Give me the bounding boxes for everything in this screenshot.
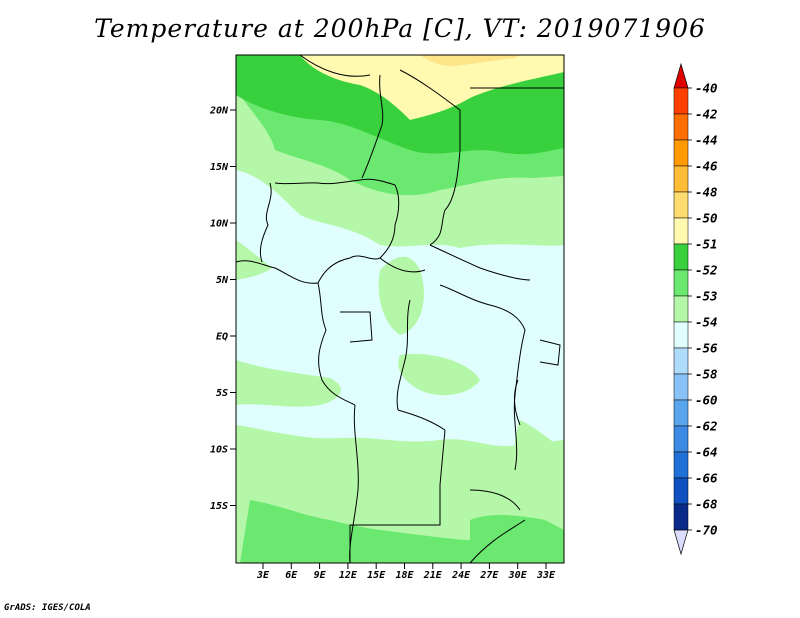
colorbar-swatch [673, 399, 689, 427]
colorbar-label: -46 [695, 159, 718, 174]
colorbar-swatch [673, 165, 689, 193]
colorbar-label: -53 [695, 289, 718, 304]
lat-label: EQ [216, 332, 228, 343]
lon-label: 3E [256, 570, 270, 581]
temperature-field [236, 55, 564, 563]
lon-label: 6E [285, 570, 298, 581]
colorbar-swatch [673, 373, 689, 401]
longitude-axis: 3E 6E 9E 12E 15E 18E 21E 24E 27E 30E 33E [256, 563, 556, 581]
lon-label: 12E [339, 570, 358, 581]
colorbar-swatch [673, 347, 689, 375]
latitude-axis: 20N 15N 10N 5N EQ 5S 10S 15S [209, 106, 236, 512]
field-band-53-southwest [236, 360, 341, 407]
colorbar-label: -48 [695, 185, 718, 200]
field-band-53-congo [398, 353, 480, 396]
colorbar-swatch [673, 139, 689, 167]
country-borders [236, 55, 564, 563]
lat-label: 10S [210, 445, 228, 456]
colorbar: -40 -42 -44 -46 -48 -50 -51 -52 -53 -54 -56 -58 -60 -… [673, 62, 718, 556]
colorbar-swatch [673, 191, 689, 219]
colorbar-top-arrow [673, 62, 689, 89]
colorbar-swatch [673, 295, 689, 323]
colorbar-swatch [673, 503, 689, 531]
colorbar-label: -44 [695, 133, 718, 148]
lat-label: 15S [210, 501, 228, 512]
lat-label: 5N [216, 275, 229, 286]
lon-label: 21E [423, 570, 443, 581]
field-band-48 [420, 55, 520, 66]
colorbar-label: -68 [695, 497, 718, 512]
colorbar-swatch [673, 269, 689, 297]
colorbar-label: -66 [695, 471, 718, 486]
lon-label: 30E [508, 570, 528, 581]
colorbar-label: -40 [695, 81, 718, 96]
colorbar-label: -52 [695, 263, 718, 278]
lon-label: 27E [479, 570, 499, 581]
lon-label: 33E [536, 570, 556, 581]
colorbar-label: -60 [695, 393, 718, 408]
field-band-53-east [510, 420, 564, 520]
lon-label: 15E [367, 570, 386, 581]
colorbar-swatch [673, 243, 689, 271]
colorbar-swatch [673, 477, 689, 505]
field-band-52-southeast [470, 515, 564, 563]
lat-label: 20N [209, 106, 229, 117]
colorbar-label: -51 [695, 237, 718, 252]
colorbar-label: -42 [695, 107, 718, 122]
lat-label: 5S [216, 388, 228, 399]
colorbar-swatch [673, 87, 689, 115]
colorbar-swatch [673, 321, 689, 349]
grads-credit: GrADS: IGES/COLA [4, 603, 91, 613]
field-patch-west [236, 240, 272, 280]
field-band-53-central [378, 256, 424, 335]
colorbar-label: -70 [695, 523, 718, 538]
colorbar-label: -64 [695, 445, 718, 460]
lat-label: 10N [210, 219, 229, 230]
colorbar-swatch [673, 425, 689, 453]
colorbar-swatch [673, 217, 689, 245]
map-frame [235, 54, 565, 564]
field-band-50 [300, 55, 564, 120]
colorbar-label: -50 [695, 211, 718, 226]
map-title: Temperature at 200hPa [C], VT: 201907190… [94, 14, 706, 43]
colorbar-label: -62 [695, 419, 718, 434]
colorbar-label: -58 [695, 367, 718, 382]
colorbar-swatch [673, 113, 689, 141]
colorbar-label: -56 [695, 341, 718, 356]
lon-label: 18E [395, 570, 414, 581]
lon-label: 24E [451, 570, 471, 581]
lat-label: 15N [210, 162, 229, 173]
colorbar-bottom-arrow [673, 529, 689, 556]
colorbar-swatch [673, 451, 689, 479]
lon-label: 9E [314, 570, 327, 581]
colorbar-label: -54 [695, 315, 718, 330]
